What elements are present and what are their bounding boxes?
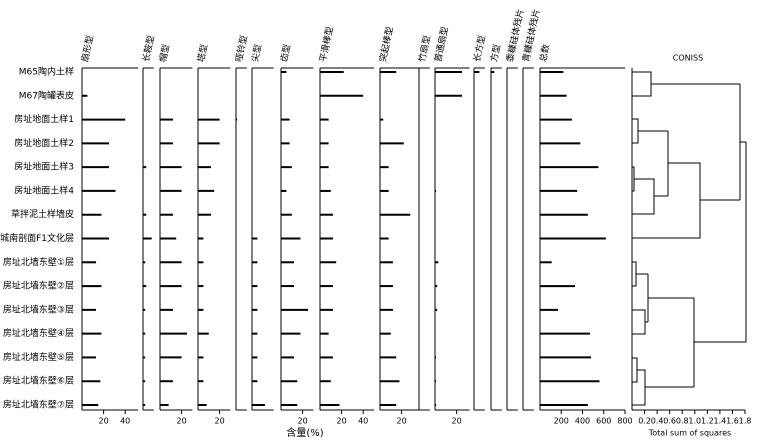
x-tick-label: 400 xyxy=(575,417,590,426)
sample-label: 房址地面土样3 xyxy=(14,161,74,173)
panel-header: 扇形型 xyxy=(79,34,96,63)
x-axis-title: 含量(%) xyxy=(286,426,323,439)
panel-header: 长鞍型 xyxy=(140,34,157,63)
coniss-title: CONISS xyxy=(673,54,703,63)
sample-label: 草拌泥土样墙皮 xyxy=(11,208,74,220)
panel-header: 齿型 xyxy=(279,43,294,63)
sample-label: M67陶罐表皮 xyxy=(19,89,74,101)
x-tick-label: 20 xyxy=(337,417,347,426)
panel-header: 哑铃型 xyxy=(233,34,250,63)
sample-label: 房址北墙东壁③层 xyxy=(3,303,74,315)
x-tick-label: 40 xyxy=(358,417,368,426)
sample-label: 房址北墙东壁④层 xyxy=(3,327,74,339)
sample-label: 房址地面土样2 xyxy=(14,137,74,149)
sample-label: 房址地面土样1 xyxy=(14,113,74,125)
x-tick-label: 800 xyxy=(617,417,632,426)
x-tick-label: 20 xyxy=(215,417,225,426)
x-tick-label: 1.0 xyxy=(688,417,701,426)
x-tick-label: 40 xyxy=(120,417,130,426)
panel-header: 突起棒型 xyxy=(377,25,396,63)
x-tick-label: 20 xyxy=(298,417,308,426)
panel-header: 普通扇型 xyxy=(432,25,451,63)
x-tick-label: 1.4 xyxy=(714,417,727,426)
sample-label: 房址北墙东壁⑦层 xyxy=(3,399,74,411)
x-tick-label: 20 xyxy=(99,417,109,426)
x-tick-label: 600 xyxy=(596,417,611,426)
panel-header: 总数 xyxy=(537,43,552,63)
x-tick-label: 20 xyxy=(177,417,187,426)
panel-header: 方型 xyxy=(488,43,503,63)
coniss-axis-title: Total sum of squares xyxy=(648,429,731,438)
sample-label: 房址北墙东壁⑥层 xyxy=(3,375,74,387)
sample-label: 房址北墙东壁⑤层 xyxy=(3,351,74,363)
x-tick-label: 1.8 xyxy=(739,417,752,426)
x-tick-label: 0.6 xyxy=(663,417,676,426)
x-tick-label: 0.4 xyxy=(651,417,664,426)
panel-header: 平滑棒型 xyxy=(317,25,336,63)
panel-header: 长方型 xyxy=(471,34,488,63)
sample-label: M65陶内土样 xyxy=(19,66,74,78)
sample-label: 城南剖面F1文化层 xyxy=(0,232,74,244)
x-tick-label: 20 xyxy=(452,417,462,426)
sample-label: 房址北墙东壁②层 xyxy=(3,280,74,292)
x-tick-label: 200 xyxy=(554,417,569,426)
x-tick-label: 20 xyxy=(397,417,407,426)
panel-header: 塔型 xyxy=(195,43,210,63)
x-tick-label: 0.2 xyxy=(638,417,651,426)
sample-label: 房址地面土样4 xyxy=(14,184,74,196)
panel-header: 尖型 xyxy=(249,43,264,63)
dendrogram xyxy=(632,71,747,406)
x-tick-label: 1.2 xyxy=(701,417,714,426)
panel-header: 帽型 xyxy=(157,43,172,63)
x-tick-label: 0.8 xyxy=(676,417,689,426)
x-tick-label: 1.6 xyxy=(726,417,739,426)
panel-header: 竹扇型 xyxy=(416,34,433,63)
sample-label: 房址北墙东壁①层 xyxy=(3,256,74,268)
